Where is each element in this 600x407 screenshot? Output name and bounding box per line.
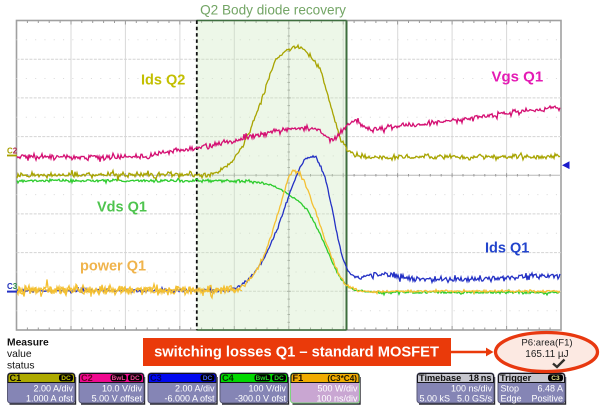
svg-text:DC: DC bbox=[130, 375, 140, 382]
svg-text:status: status bbox=[7, 361, 34, 372]
svg-text:Positive: Positive bbox=[531, 393, 563, 403]
svg-text:BwL: BwL bbox=[112, 375, 126, 382]
svg-text:DC: DC bbox=[61, 375, 71, 382]
svg-text:100 ns/div: 100 ns/div bbox=[451, 384, 493, 394]
svg-text:Vds Q1: Vds Q1 bbox=[97, 200, 147, 216]
svg-text:Q2 Body diode recovery: Q2 Body diode recovery bbox=[200, 3, 346, 18]
svg-text:100 ns/div: 100 ns/div bbox=[316, 393, 358, 403]
svg-text:-6.000 A ofst: -6.000 A ofst bbox=[164, 393, 215, 403]
svg-text:Measure: Measure bbox=[7, 338, 49, 349]
svg-text:C3: C3 bbox=[7, 282, 18, 291]
svg-text:5.00 V offset: 5.00 V offset bbox=[92, 393, 143, 403]
svg-text:C1: C1 bbox=[10, 373, 22, 383]
svg-text:Vgs Q1: Vgs Q1 bbox=[492, 69, 544, 86]
svg-text:5.00 kS: 5.00 kS bbox=[420, 393, 451, 403]
svg-text:value: value bbox=[7, 349, 32, 360]
svg-text:C2: C2 bbox=[81, 373, 93, 383]
svg-text:5.0 GS/s: 5.0 GS/s bbox=[457, 393, 493, 403]
svg-text:6.48 A: 6.48 A bbox=[537, 384, 563, 394]
svg-text:switching losses Q1 – standard: switching losses Q1 – standard MOSFET bbox=[154, 345, 439, 361]
svg-text:C2: C2 bbox=[7, 147, 18, 156]
svg-text:P6:area(F1): P6:area(F1) bbox=[521, 338, 572, 349]
svg-text:500 W/div: 500 W/div bbox=[317, 384, 358, 394]
svg-text:C4: C4 bbox=[222, 373, 235, 383]
svg-text:DC: DC bbox=[203, 375, 213, 382]
svg-text:Edge: Edge bbox=[501, 393, 522, 403]
svg-text:165.11 µJ: 165.11 µJ bbox=[525, 349, 568, 360]
svg-text:10.0 V/div: 10.0 V/div bbox=[102, 384, 143, 394]
svg-text:C3: C3 bbox=[150, 373, 162, 383]
svg-text:Ids Q1: Ids Q1 bbox=[485, 241, 529, 257]
svg-text:Trigger: Trigger bbox=[500, 373, 532, 383]
svg-text:-300.0 V ofst: -300.0 V ofst bbox=[235, 393, 287, 403]
svg-text:2.00 A/div: 2.00 A/div bbox=[33, 384, 73, 394]
svg-text:18 ns: 18 ns bbox=[469, 373, 492, 383]
svg-text:2.00 A/div: 2.00 A/div bbox=[175, 384, 215, 394]
svg-text:(C3*C4): (C3*C4) bbox=[327, 374, 357, 383]
svg-text:F1: F1 bbox=[293, 373, 304, 383]
svg-text:1.000 A ofst: 1.000 A ofst bbox=[26, 393, 74, 403]
svg-text:100 V/div: 100 V/div bbox=[248, 384, 286, 394]
svg-text:DC: DC bbox=[274, 375, 284, 382]
svg-text:power Q1: power Q1 bbox=[80, 259, 146, 275]
svg-text:Timebase: Timebase bbox=[419, 373, 461, 383]
svg-text:Stop: Stop bbox=[501, 384, 520, 394]
svg-text:BwL: BwL bbox=[256, 375, 270, 382]
svg-text:Ids Q2: Ids Q2 bbox=[141, 73, 185, 89]
svg-text:C3: C3 bbox=[551, 375, 560, 382]
